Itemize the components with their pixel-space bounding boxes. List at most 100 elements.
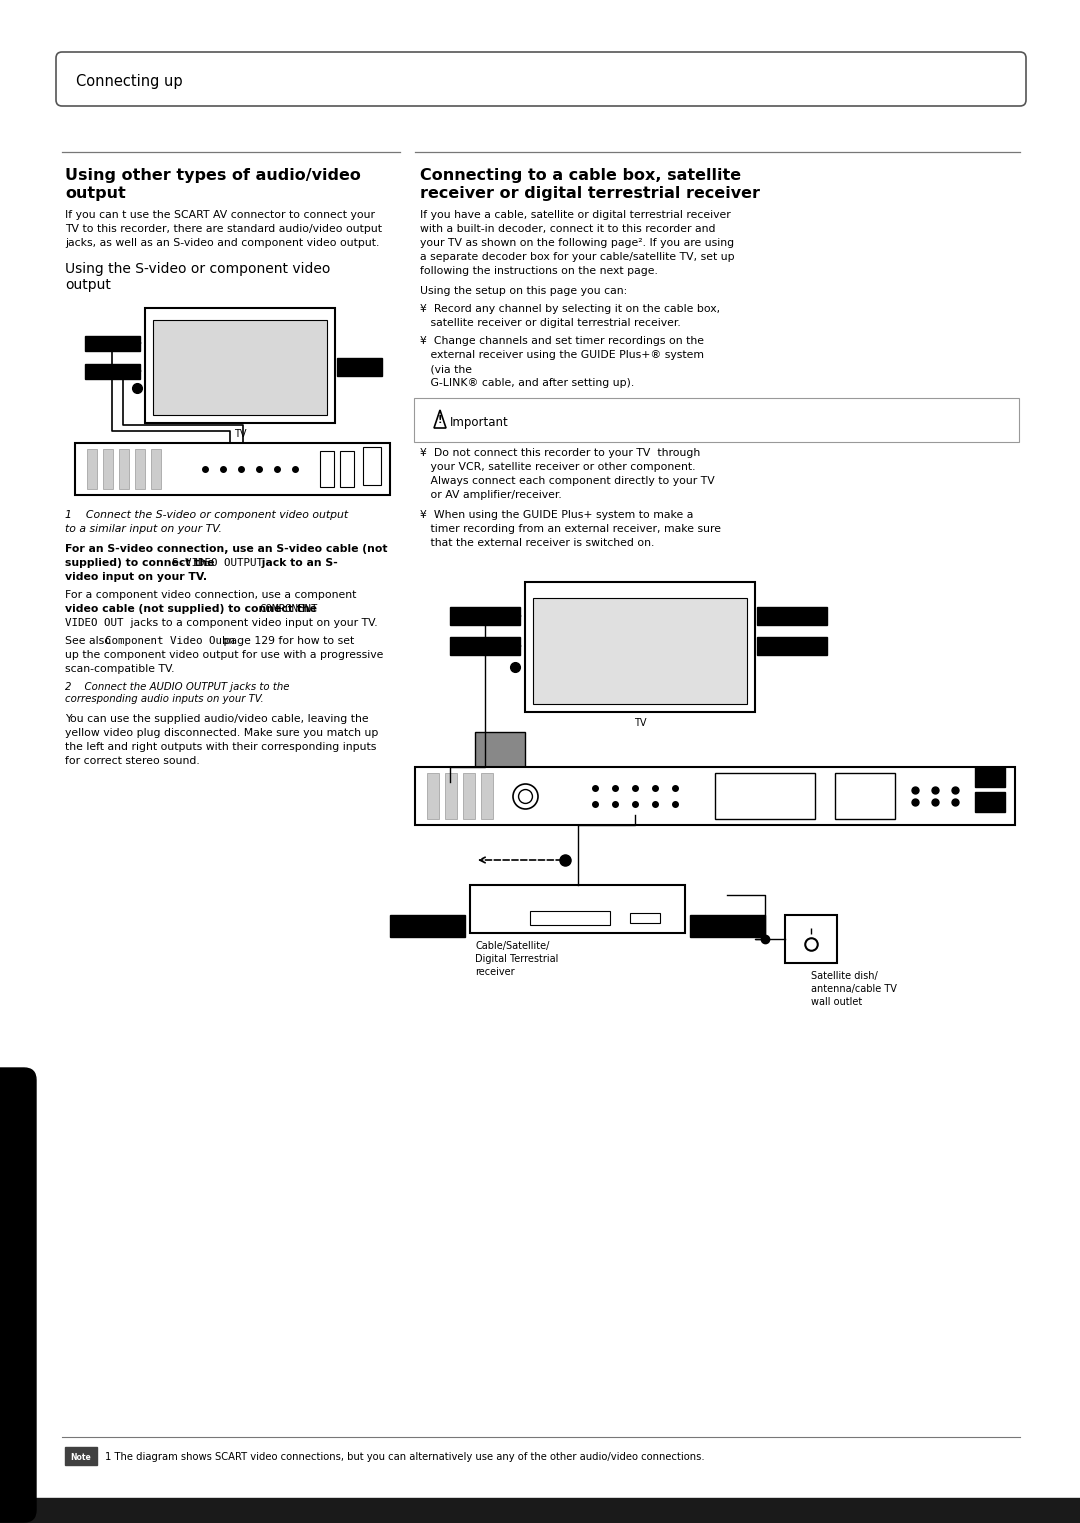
Text: (via the: (via the (420, 364, 472, 375)
Text: Cable/Satellite/
Digital Terrestrial
receiver: Cable/Satellite/ Digital Terrestrial rec… (475, 941, 558, 978)
Text: G-LINK® cable, and after setting up).: G-LINK® cable, and after setting up). (420, 378, 634, 388)
Text: up the component video output for use with a progressive: up the component video output for use wi… (65, 650, 383, 659)
Text: See also: See also (65, 637, 111, 646)
Text: the left and right outputs with their corresponding inputs: the left and right outputs with their co… (65, 742, 376, 752)
FancyBboxPatch shape (414, 398, 1020, 442)
Bar (415, 768, 1015, 825)
Text: 2    Connect the AUDIO OUTPUT jacks to the: 2 Connect the AUDIO OUTPUT jacks to the (65, 682, 289, 691)
Text: Using other types of audio/video: Using other types of audio/video (65, 168, 361, 183)
Bar (65, 1447, 97, 1465)
Text: jacks to a component video input on your TV.: jacks to a component video input on your… (127, 618, 378, 627)
Bar (427, 774, 438, 819)
Bar (785, 915, 837, 963)
Text: a separate decoder box for your cable/satellite TV, set up: a separate decoder box for your cable/sa… (420, 251, 734, 262)
Bar (85, 337, 140, 350)
Text: TV: TV (634, 717, 646, 728)
Text: your VCR, satellite receiver or other component.: your VCR, satellite receiver or other co… (420, 461, 696, 472)
Text: output: output (65, 186, 125, 201)
Bar (135, 449, 145, 489)
Text: scan-compatible TV.: scan-compatible TV. (65, 664, 175, 675)
Bar (390, 915, 465, 937)
Text: output: output (65, 279, 111, 292)
Bar (975, 768, 1005, 787)
Text: TV to this recorder, there are standard audio/video output: TV to this recorder, there are standard … (65, 224, 382, 235)
Text: satellite receiver or digital terrestrial receiver.: satellite receiver or digital terrestria… (420, 318, 680, 327)
Text: Component Video Oubn: Component Video Oubn (105, 637, 235, 646)
Bar (715, 774, 815, 819)
Text: Connecting to a cable box, satellite: Connecting to a cable box, satellite (420, 168, 741, 183)
Text: COMPONENT: COMPONENT (259, 605, 318, 614)
Bar (445, 774, 457, 819)
Text: supplied) to connect the: supplied) to connect the (65, 557, 218, 568)
Text: S-VIDEO OUTPUT: S-VIDEO OUTPUT (172, 557, 270, 568)
Text: timer recording from an external receiver, make sure: timer recording from an external receive… (420, 524, 721, 535)
Bar (757, 608, 827, 624)
Bar (337, 358, 382, 376)
Text: You can use the supplied audio/video cable, leaving the: You can use the supplied audio/video cab… (65, 714, 368, 723)
Text: Important: Important (450, 416, 509, 428)
Text: jack to an S-: jack to an S- (258, 557, 338, 568)
FancyBboxPatch shape (56, 52, 1026, 107)
Text: or AV amplifier/receiver.: or AV amplifier/receiver. (420, 490, 562, 500)
Text: receiver or digital terrestrial receiver: receiver or digital terrestrial receiver (420, 186, 760, 201)
Text: VIDEO OUT: VIDEO OUT (65, 618, 123, 627)
Bar (153, 320, 327, 414)
Text: Always connect each component directly to your TV: Always connect each component directly t… (420, 477, 715, 486)
Text: video input on your TV.: video input on your TV. (65, 573, 207, 582)
Text: ¥  When using the GUIDE Plus+ system to make a: ¥ When using the GUIDE Plus+ system to m… (420, 510, 693, 519)
Text: Connecting up: Connecting up (76, 73, 183, 88)
Text: !: ! (437, 414, 442, 425)
Text: En: En (21, 1503, 36, 1517)
Text: 1 The diagram shows SCART video connections, but you can alternatively use any o: 1 The diagram shows SCART video connecti… (105, 1451, 704, 1462)
Bar (103, 449, 113, 489)
Text: following the instructions on the next page.: following the instructions on the next p… (420, 267, 658, 276)
Text: your TV as shown on the following page². If you are using: your TV as shown on the following page².… (420, 238, 734, 248)
Text: If you can t use the SCART AV connector to connect your: If you can t use the SCART AV connector … (65, 210, 375, 219)
Bar (340, 451, 354, 487)
Text: page 129 for how to set: page 129 for how to set (220, 637, 354, 646)
Bar (75, 443, 390, 495)
Text: to a similar input on your TV.: to a similar input on your TV. (65, 524, 222, 535)
Text: ¥  Record any channel by selecting it on the cable box,: ¥ Record any channel by selecting it on … (420, 305, 720, 314)
Bar (363, 446, 381, 484)
Bar (534, 599, 747, 704)
Bar (87, 449, 97, 489)
Bar (85, 364, 140, 379)
Bar (450, 637, 519, 655)
Bar (525, 582, 755, 711)
Text: If you have a cable, satellite or digital terrestrial receiver: If you have a cable, satellite or digita… (420, 210, 731, 219)
Bar (0, 1499, 1080, 1523)
Bar (151, 449, 161, 489)
Text: Note: Note (70, 1453, 92, 1462)
Bar (690, 915, 765, 937)
Bar (530, 911, 610, 924)
Text: ¥  Do not connect this recorder to your TV  through: ¥ Do not connect this recorder to your T… (420, 448, 700, 458)
Bar (450, 608, 519, 624)
Bar (470, 885, 685, 934)
Bar (475, 733, 525, 768)
Bar (835, 774, 895, 819)
Text: 1    Connect the S-video or component video output: 1 Connect the S-video or component video… (65, 510, 348, 519)
Text: corresponding audio inputs on your TV.: corresponding audio inputs on your TV. (65, 694, 264, 704)
Text: with a built-in decoder, connect it to this recorder and: with a built-in decoder, connect it to t… (420, 224, 715, 235)
Text: TV: TV (233, 429, 246, 439)
Bar (119, 449, 129, 489)
Bar (463, 774, 475, 819)
Text: that the external receiver is switched on.: that the external receiver is switched o… (420, 538, 654, 548)
Bar (145, 308, 335, 423)
Text: For a component video connection, use a component: For a component video connection, use a … (65, 589, 356, 600)
FancyBboxPatch shape (0, 1068, 36, 1521)
Text: jacks, as well as an S-video and component video output.: jacks, as well as an S-video and compone… (65, 238, 379, 248)
Text: yellow video plug disconnected. Make sure you match up: yellow video plug disconnected. Make sur… (65, 728, 378, 739)
Text: for correct stereo sound.: for correct stereo sound. (65, 755, 200, 766)
Bar (630, 912, 660, 923)
Text: ¥  Change channels and set timer recordings on the: ¥ Change channels and set timer recordin… (420, 337, 704, 346)
Text: Using the setup on this page you can:: Using the setup on this page you can: (420, 286, 627, 295)
Bar (757, 637, 827, 655)
Text: For an S-video connection, use an S-video cable (not: For an S-video connection, use an S-vide… (65, 544, 388, 554)
Text: external receiver using the GUIDE Plus+® system: external receiver using the GUIDE Plus+®… (420, 350, 704, 359)
Text: Satellite dish/
antenna/cable TV
wall outlet: Satellite dish/ antenna/cable TV wall ou… (811, 972, 896, 1007)
Polygon shape (434, 410, 446, 428)
Bar (320, 451, 334, 487)
Bar (975, 792, 1005, 812)
